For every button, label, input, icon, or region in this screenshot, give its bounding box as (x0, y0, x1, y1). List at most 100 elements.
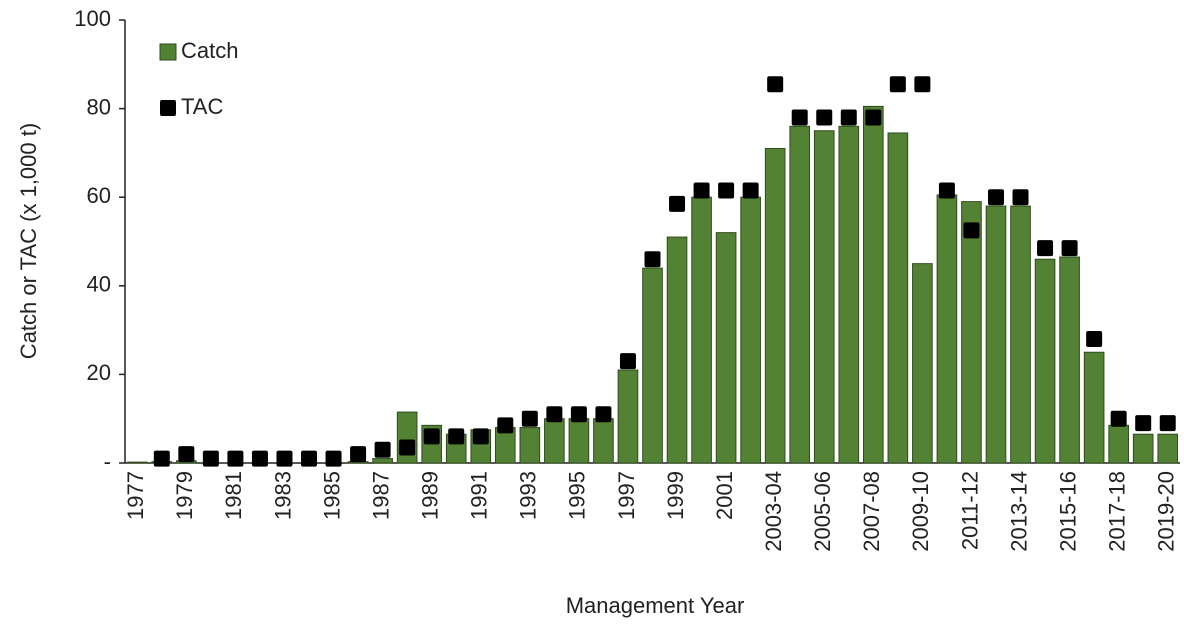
bar (1132, 433, 1154, 464)
tac-marker (595, 406, 612, 423)
bar (912, 263, 933, 464)
tac-marker (1037, 240, 1054, 257)
tac-marker (423, 428, 440, 445)
tac-marker (178, 446, 195, 463)
bar (1108, 424, 1129, 464)
bar (789, 125, 811, 464)
bar (126, 461, 148, 464)
tac-marker (521, 410, 538, 427)
bar (813, 130, 835, 464)
x-tick-label: 2009-10 (908, 471, 933, 552)
bar (691, 196, 712, 464)
legend-swatch (159, 43, 177, 61)
x-tick-label: 2007-08 (859, 471, 884, 552)
x-tick-label: 1991 (467, 471, 492, 520)
tac-marker (202, 450, 219, 467)
bar (764, 147, 786, 464)
tac-marker (301, 450, 318, 467)
x-tick-label: 2019-20 (1154, 471, 1179, 552)
tac-marker (153, 450, 170, 467)
bar (740, 196, 761, 464)
bar (519, 427, 541, 464)
tac-marker (669, 195, 686, 212)
tac-marker (1110, 410, 1127, 427)
bar (1010, 205, 1031, 464)
x-tick-label: 1979 (172, 471, 197, 520)
tac-marker (791, 109, 808, 126)
tac-marker (448, 428, 465, 445)
tac-marker (1159, 415, 1176, 432)
y-tick-label: - (104, 449, 111, 474)
y-tick-label: 80 (87, 94, 111, 119)
bar (961, 201, 982, 464)
tac-marker (227, 450, 244, 467)
legend-label: Catch (181, 38, 238, 63)
x-tick-label: 2013-14 (1006, 471, 1031, 552)
tac-marker (865, 109, 882, 126)
tac-marker (374, 441, 391, 458)
x-tick-label: 1987 (368, 471, 393, 520)
tac-marker (963, 222, 980, 239)
tac-marker (399, 439, 416, 456)
bar (985, 205, 1007, 464)
legend-swatch (160, 100, 176, 116)
tac-marker (1135, 415, 1152, 432)
tac-marker (1012, 189, 1029, 206)
x-axis-title: Management Year (566, 593, 745, 618)
tac-marker (644, 251, 661, 268)
x-tick-label: 2005-06 (810, 471, 835, 552)
tac-marker (914, 76, 931, 93)
x-tick-label: 2017-18 (1104, 471, 1129, 552)
tac-marker (619, 353, 636, 370)
bar (1157, 433, 1179, 464)
bar (617, 369, 639, 464)
y-tick-label: 60 (87, 183, 111, 208)
tac-marker (816, 109, 833, 126)
tac-marker (325, 450, 342, 467)
tac-marker (497, 417, 514, 434)
x-tick-label: 2011-12 (957, 471, 982, 550)
tac-marker (718, 182, 735, 199)
bar (1034, 258, 1056, 464)
bar (642, 267, 663, 464)
y-tick-label: 100 (74, 6, 111, 31)
y-tick-label: 40 (87, 272, 111, 297)
tac-marker (693, 182, 710, 199)
bar (887, 132, 909, 464)
tac-marker (767, 76, 784, 93)
tac-marker (1086, 330, 1103, 347)
bar (715, 232, 737, 464)
x-tick-label: 1985 (319, 471, 344, 520)
bar (1059, 256, 1080, 464)
x-tick-label: 1983 (270, 471, 295, 520)
x-tick-label: 1981 (221, 471, 246, 520)
tac-marker (1061, 240, 1078, 257)
tac-marker (742, 182, 759, 199)
tac-marker (938, 182, 955, 199)
tac-marker (546, 406, 563, 423)
tac-marker (889, 76, 906, 93)
bar (863, 105, 884, 464)
bar (593, 418, 614, 464)
x-tick-label: 2003-04 (761, 471, 786, 552)
x-tick-label: 1977 (123, 471, 148, 520)
x-tick-label: 2001 (712, 471, 737, 520)
x-tick-label: 1989 (417, 471, 442, 520)
tac-marker (840, 109, 857, 126)
bar (666, 236, 688, 464)
x-tick-label: 1997 (614, 471, 639, 520)
tac-marker (570, 406, 587, 423)
bar (838, 125, 860, 464)
x-tick-label: 1999 (663, 471, 688, 520)
bar (1083, 351, 1105, 464)
y-axis-title: Catch or TAC (x 1,000 t) (16, 123, 41, 359)
bar (372, 458, 393, 464)
tac-marker (472, 428, 489, 445)
tac-marker (350, 446, 367, 463)
tac-marker (276, 450, 293, 467)
legend-label: TAC (181, 94, 223, 119)
tac-marker (987, 189, 1004, 206)
x-tick-label: 1995 (565, 471, 590, 520)
bar (568, 418, 590, 464)
